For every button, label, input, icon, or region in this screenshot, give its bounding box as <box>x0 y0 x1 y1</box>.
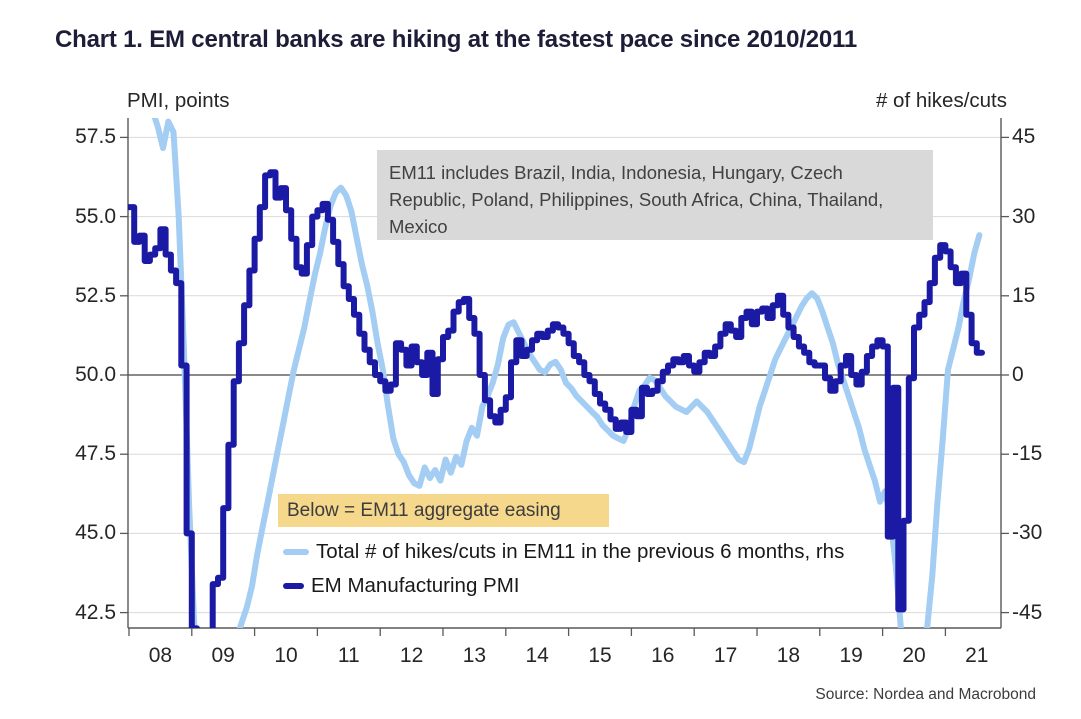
chart-title: Chart 1. EM central banks are hiking at … <box>55 26 857 53</box>
legend: Total # of hikes/cuts in EM11 in the pre… <box>283 540 844 608</box>
y-axis-tick-label-right: -15 <box>1012 442 1043 466</box>
y-axis-tick-label-left: 47.5 <box>75 442 116 466</box>
x-axis-tick-label: 17 <box>713 644 738 667</box>
y-axis-tick-label-right: 15 <box>1012 283 1036 307</box>
right-axis-title: # of hikes/cuts <box>875 89 1007 112</box>
y-axis-tick-label-left: 55.0 <box>75 204 116 228</box>
source-note: Source: Nordea and Macrobond <box>815 686 1036 703</box>
legend-item-hikes: Total # of hikes/cuts in EM11 in the pre… <box>283 540 844 564</box>
x-axis-tick-label: 20 <box>902 644 926 667</box>
legend-label-hikes: Total # of hikes/cuts in EM11 in the pre… <box>316 540 845 563</box>
x-axis-tick-label: 18 <box>776 644 801 667</box>
y-axis-tick-label-left: 42.5 <box>75 600 116 624</box>
annotation-box: EM11 includes Brazil, India, Indonesia, … <box>377 150 933 240</box>
x-axis-tick-label: 10 <box>274 644 298 667</box>
y-axis-tick-label-right: 45 <box>1012 125 1036 149</box>
x-axis-tick-label: 13 <box>462 644 487 667</box>
y-axis-tick-label-right: 30 <box>1012 204 1036 228</box>
x-axis-tick-label: 09 <box>211 644 235 667</box>
legend-label-pmi: EM Manufacturing PMI <box>311 574 520 597</box>
x-axis-tick-label: 19 <box>839 644 863 667</box>
y-axis-tick-label-right: 0 <box>1012 363 1024 386</box>
easing-note-box: Below = EM11 aggregate easing <box>278 494 609 527</box>
legend-item-pmi: EM Manufacturing PMI <box>283 574 844 598</box>
x-axis-tick-label: 21 <box>965 644 989 667</box>
legend-marker-hikes <box>283 549 309 555</box>
x-axis-tick-label: 16 <box>651 644 675 667</box>
y-axis-tick-label-left: 45.0 <box>75 521 116 545</box>
x-axis-tick-label: 14 <box>525 644 549 667</box>
x-axis-tick-label: 08 <box>148 644 173 667</box>
y-axis-tick-label-right: -45 <box>1012 600 1043 624</box>
legend-marker-pmi <box>283 583 304 589</box>
y-axis-tick-label-left: 52.5 <box>75 283 116 307</box>
x-axis-tick-label: 12 <box>399 644 424 667</box>
y-axis-tick-label-right: -30 <box>1012 521 1043 545</box>
x-axis-tick-label: 11 <box>337 644 360 667</box>
left-axis-title: PMI, points <box>127 89 230 112</box>
y-axis-tick-label-left: 50.0 <box>75 363 116 386</box>
y-axis-tick-label-left: 57.5 <box>75 125 116 149</box>
x-axis-tick-label: 15 <box>588 644 612 667</box>
